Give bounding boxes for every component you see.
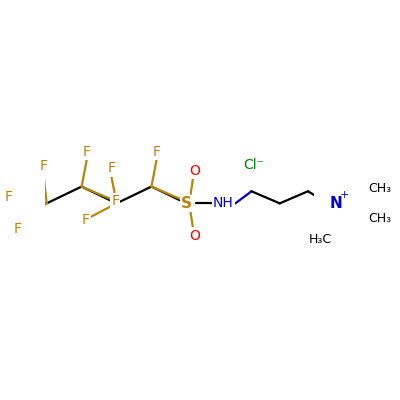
- Text: F: F: [4, 190, 12, 204]
- Text: S: S: [181, 196, 192, 211]
- Text: O: O: [189, 164, 200, 178]
- Text: F: F: [82, 213, 90, 227]
- Text: F: F: [107, 162, 115, 176]
- Text: CH₃: CH₃: [368, 182, 391, 195]
- Text: O: O: [189, 228, 200, 242]
- Text: F: F: [153, 145, 161, 159]
- Text: F: F: [181, 194, 189, 208]
- Text: F: F: [39, 160, 47, 174]
- Text: F: F: [83, 145, 91, 159]
- Text: H₃C: H₃C: [309, 233, 332, 246]
- Text: CH₃: CH₃: [368, 212, 391, 225]
- Text: NH: NH: [213, 196, 234, 210]
- Text: F: F: [14, 222, 22, 236]
- Text: F: F: [111, 194, 119, 208]
- Text: N: N: [330, 196, 342, 211]
- Text: +: +: [340, 190, 349, 200]
- Text: Cl⁻: Cl⁻: [243, 158, 264, 172]
